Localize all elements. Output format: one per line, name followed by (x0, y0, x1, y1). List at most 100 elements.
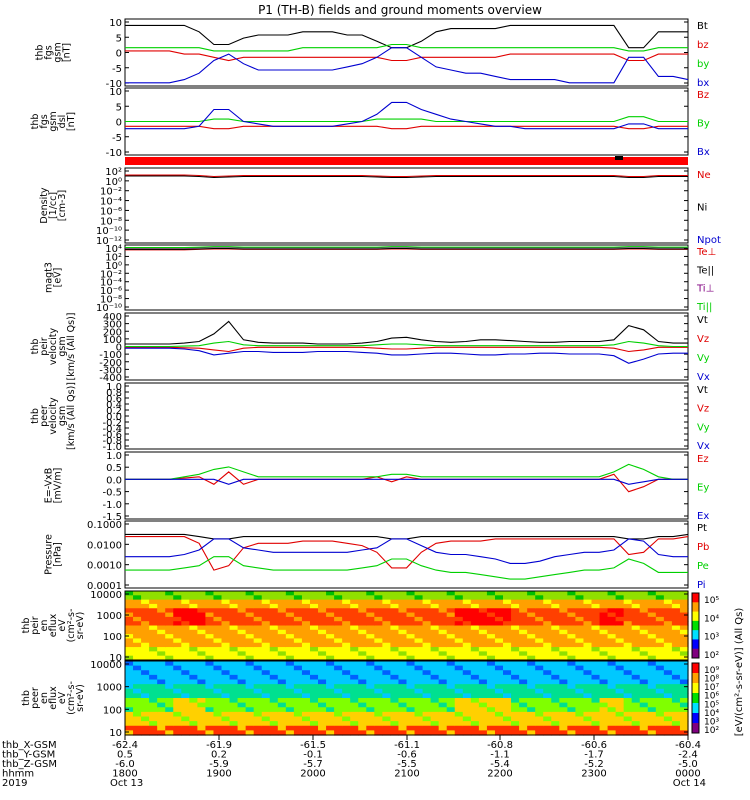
colorbar-tick: 10⁵ (704, 596, 719, 606)
spec-cell (422, 711, 432, 718)
spec-cell (446, 651, 456, 657)
ytick-label: 10⁻¹⁰ (96, 303, 122, 314)
spec-cell (398, 651, 408, 657)
spec-cell (189, 716, 198, 722)
spec-cell (277, 674, 287, 681)
spec-cell (285, 707, 295, 713)
spec-cell (358, 642, 367, 648)
spec-cell (503, 725, 512, 731)
spec-cell (334, 711, 343, 718)
spec-cell (149, 661, 158, 667)
spec-cell (543, 730, 552, 736)
spec-cell (511, 670, 520, 676)
spec-cell (374, 612, 383, 618)
spec-cell (486, 599, 496, 605)
spec-cell (446, 599, 456, 605)
spec-cell (583, 684, 593, 690)
spec-cell (334, 612, 343, 618)
spec-cell (205, 651, 215, 657)
spec-cell (165, 665, 174, 671)
spec-cell (414, 725, 424, 731)
spec-cell (261, 638, 271, 644)
spec-cell (141, 679, 150, 685)
spec-cell (527, 702, 536, 708)
spec-cell (406, 608, 416, 614)
spec-cell (277, 616, 287, 622)
spec-cell (277, 702, 287, 708)
spec-cell (615, 655, 625, 661)
spec-cell (141, 698, 150, 704)
spec-cell (615, 684, 625, 690)
spec-cell (165, 661, 174, 667)
xrow-value: 2200 (487, 769, 512, 780)
spec-cell (478, 591, 488, 596)
spec-cell (269, 725, 279, 731)
spec-cell (342, 721, 351, 727)
spec-cell (318, 621, 327, 627)
spec-cell (398, 608, 408, 614)
spec-cell (511, 642, 520, 648)
spec-cell (414, 638, 424, 644)
spec-cell (543, 698, 552, 704)
spec-cell (438, 629, 448, 635)
spec-cell (221, 647, 231, 652)
spec-cell (430, 665, 440, 671)
spec-cell (607, 674, 617, 681)
spec-cell (591, 670, 601, 676)
spec-cell (125, 674, 134, 681)
spec-cell (326, 698, 335, 704)
spec-cell (438, 647, 448, 652)
spec-cell (631, 725, 641, 731)
spec-cell (309, 642, 319, 648)
spec-cell (486, 698, 496, 704)
spec-cell (245, 721, 255, 727)
spec-cell (358, 608, 367, 614)
spec-cell (454, 591, 464, 596)
spec-cell (503, 625, 512, 631)
spec-cell (639, 616, 649, 622)
spec-cell (430, 702, 440, 708)
spec-cell (446, 698, 456, 704)
spec-cell (430, 711, 440, 718)
colorbar-tick: 10⁶ (704, 692, 719, 702)
spec-cell (559, 670, 568, 676)
spec-cell (607, 693, 617, 699)
spec-cell (478, 688, 488, 694)
spec-cell (229, 608, 239, 614)
spec-cell (157, 638, 166, 644)
spec-cell (398, 661, 408, 667)
spec-cell (599, 616, 609, 622)
spec-cell (358, 702, 367, 708)
spec-cell (438, 608, 448, 614)
spec-cell (647, 612, 657, 618)
spec-cell (567, 647, 576, 652)
spec-cell (446, 665, 456, 671)
spec-cell (671, 674, 681, 681)
spec-cell (334, 707, 343, 713)
spec-cell (655, 647, 665, 652)
spec-cell (149, 702, 158, 708)
spec-cell (406, 707, 416, 713)
spec-cell (599, 702, 609, 708)
spec-cell (157, 629, 166, 635)
spec-cell (189, 698, 198, 704)
spec-cell (655, 638, 665, 644)
spec-cell (446, 679, 456, 685)
spec-cell (326, 642, 335, 648)
ylabel-line: eV (57, 691, 68, 704)
spec-cell (350, 670, 359, 676)
spec-cell (213, 655, 223, 661)
spec-cell (583, 599, 593, 605)
spec-cell (350, 603, 359, 609)
spec-cell (253, 638, 263, 644)
spec-cell (663, 730, 673, 736)
spec-cell (149, 591, 158, 596)
legend-Pi: Pi (697, 580, 706, 591)
spec-cell (205, 721, 215, 727)
spec-cell (462, 711, 472, 718)
spec-cell (535, 698, 544, 704)
spec-cell (615, 647, 625, 652)
spec-cell (374, 661, 383, 667)
spec-cell (269, 707, 279, 713)
xrow-value: -5.7 (303, 759, 323, 770)
